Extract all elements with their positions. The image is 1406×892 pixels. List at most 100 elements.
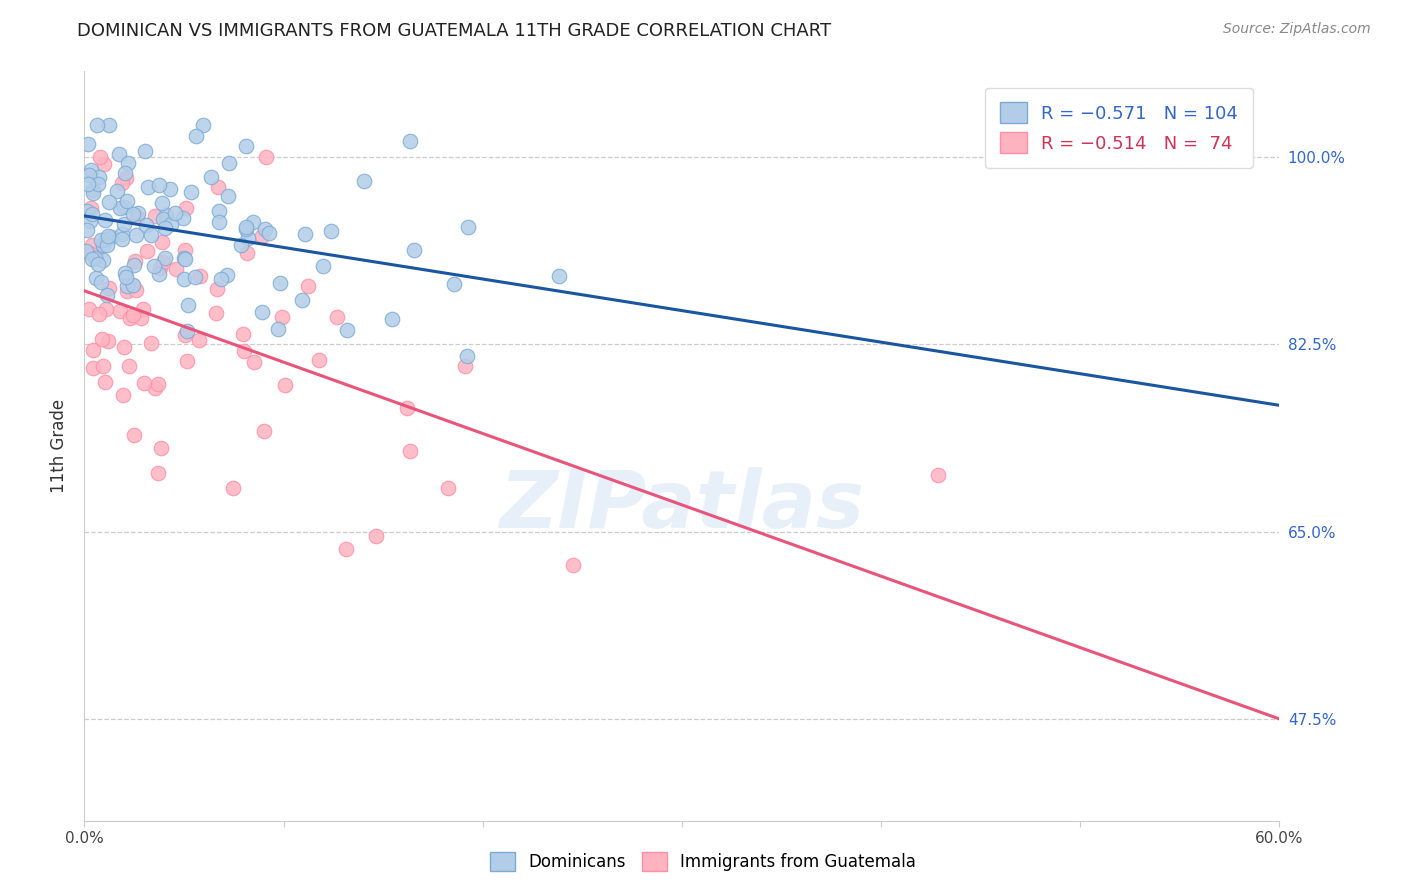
Point <box>124 258 146 272</box>
Point <box>124 254 146 268</box>
Point <box>160 218 183 232</box>
Point <box>325 310 347 325</box>
Point <box>136 244 159 258</box>
Point <box>117 279 139 293</box>
Point <box>152 212 174 227</box>
Text: Source: ZipAtlas.com: Source: ZipAtlas.com <box>1223 22 1371 37</box>
Point <box>127 205 149 219</box>
Point <box>254 222 277 236</box>
Point <box>399 444 422 458</box>
Point <box>254 150 277 164</box>
Point <box>121 277 143 292</box>
Point <box>79 168 101 182</box>
Point <box>135 219 157 233</box>
Point <box>111 177 134 191</box>
Point <box>87 178 110 192</box>
Point <box>174 243 197 257</box>
Point <box>456 349 478 363</box>
Point <box>93 375 115 389</box>
Point <box>80 201 103 215</box>
Point <box>217 189 239 203</box>
Point <box>335 542 357 557</box>
Point <box>79 213 101 227</box>
Point <box>163 205 186 219</box>
Point <box>75 244 97 259</box>
Point <box>96 287 118 301</box>
Point <box>146 377 169 392</box>
Point <box>180 186 202 200</box>
Point <box>82 186 104 200</box>
Point <box>77 137 100 152</box>
Point <box>80 207 103 221</box>
Point <box>253 424 276 438</box>
Point <box>125 210 148 224</box>
Point <box>134 144 156 158</box>
Point <box>111 227 134 241</box>
Point <box>208 203 231 218</box>
Point <box>80 238 103 252</box>
Point <box>149 441 172 455</box>
Point <box>218 156 240 170</box>
Point <box>222 481 245 495</box>
Point <box>97 118 120 132</box>
Point <box>150 235 173 249</box>
Point <box>117 194 139 209</box>
Legend: Dominicans, Immigrants from Guatemala: Dominicans, Immigrants from Guatemala <box>481 843 925 880</box>
Point <box>122 277 145 292</box>
Point <box>91 237 114 252</box>
Point <box>132 302 155 317</box>
Point <box>150 196 173 211</box>
Point <box>297 279 319 293</box>
Point <box>404 243 426 257</box>
Point <box>84 270 107 285</box>
Point <box>381 312 404 326</box>
Point <box>94 302 117 317</box>
Point <box>91 332 114 346</box>
Point <box>114 266 136 280</box>
Point <box>124 283 146 297</box>
Point <box>159 182 181 196</box>
Point <box>80 247 103 261</box>
Point <box>174 328 197 343</box>
Point <box>364 528 387 542</box>
Point <box>193 118 215 132</box>
Point <box>143 259 166 273</box>
Point <box>149 260 172 275</box>
Point <box>145 381 167 395</box>
Point <box>235 220 257 235</box>
Point <box>208 215 231 229</box>
Point <box>200 170 222 185</box>
Point <box>274 377 297 392</box>
Point <box>114 166 136 180</box>
Point <box>177 298 200 312</box>
Point <box>110 201 132 215</box>
Point <box>76 223 98 237</box>
Point <box>173 252 195 266</box>
Point <box>97 334 120 348</box>
Point <box>209 272 232 286</box>
Point <box>271 310 294 324</box>
Point <box>87 257 110 271</box>
Point <box>176 353 198 368</box>
Point <box>118 359 141 373</box>
Point <box>118 311 141 326</box>
Point <box>84 248 107 262</box>
Point <box>91 359 114 373</box>
Point <box>184 129 207 144</box>
Point <box>86 118 108 132</box>
Point <box>291 293 314 308</box>
Point <box>217 268 239 283</box>
Point <box>117 156 139 170</box>
Point <box>319 224 342 238</box>
Point <box>90 233 112 247</box>
Point <box>176 201 198 215</box>
Point <box>454 359 477 373</box>
Point <box>76 178 98 192</box>
Point <box>399 134 422 148</box>
Point <box>132 376 155 390</box>
Point <box>176 324 198 338</box>
Point <box>312 260 335 274</box>
Point <box>87 170 110 185</box>
Point <box>152 255 174 269</box>
Point <box>76 204 98 219</box>
